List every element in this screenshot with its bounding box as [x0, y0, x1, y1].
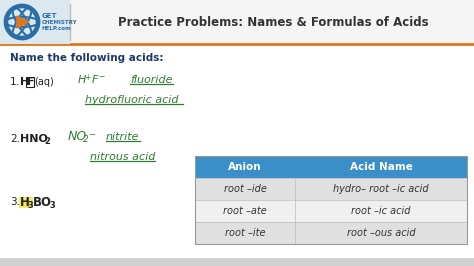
Text: H: H	[20, 196, 30, 209]
Text: HNO: HNO	[20, 134, 48, 144]
Text: F: F	[92, 75, 99, 85]
Bar	[26, 77, 34, 87]
Bar	[195, 156, 467, 178]
Text: 1.: 1.	[10, 77, 20, 87]
Text: 2: 2	[83, 135, 89, 144]
Text: hydrofluoric acid: hydrofluoric acid	[85, 95, 179, 105]
Text: nitrite: nitrite	[106, 132, 139, 142]
Bar	[19, 197, 33, 207]
Bar	[195, 178, 467, 200]
Bar	[0, 0, 474, 44]
Text: root –ic acid: root –ic acid	[351, 206, 411, 216]
Text: root –ite: root –ite	[225, 228, 265, 238]
Bar	[0, 258, 474, 266]
Text: nitrous acid: nitrous acid	[90, 152, 155, 162]
Text: root –ous acid: root –ous acid	[346, 228, 415, 238]
Text: BO: BO	[33, 196, 52, 209]
Text: 2.: 2.	[10, 134, 20, 144]
Circle shape	[9, 9, 35, 35]
Text: Practice Problems: Names & Formulas of Acids: Practice Problems: Names & Formulas of A…	[118, 15, 428, 28]
Bar	[195, 200, 467, 222]
Circle shape	[5, 5, 39, 39]
Bar	[195, 222, 467, 244]
Text: −: −	[88, 131, 95, 139]
Text: H: H	[20, 77, 29, 87]
Text: H: H	[78, 75, 86, 85]
Text: 3: 3	[27, 201, 33, 210]
Text: 3: 3	[49, 201, 55, 210]
Text: (aq): (aq)	[34, 77, 54, 87]
Bar	[0, 0, 70, 44]
Text: Anion: Anion	[228, 162, 262, 172]
Text: NO: NO	[68, 131, 87, 143]
Text: 2: 2	[44, 138, 50, 147]
Bar	[195, 156, 467, 244]
Text: root –ide: root –ide	[224, 184, 266, 194]
Text: hydro– root –ic acid: hydro– root –ic acid	[333, 184, 429, 194]
Polygon shape	[17, 16, 29, 28]
Text: fluoride: fluoride	[130, 75, 173, 85]
Bar	[0, 44, 474, 266]
Text: CHEMISTRY: CHEMISTRY	[42, 19, 78, 24]
Text: F: F	[27, 77, 35, 87]
Text: HELP.com: HELP.com	[42, 26, 72, 31]
Text: +: +	[84, 73, 91, 81]
Text: −: −	[98, 73, 104, 81]
Text: GET: GET	[42, 13, 57, 19]
Text: Name the following acids:: Name the following acids:	[10, 53, 164, 63]
Text: root –ate: root –ate	[223, 206, 267, 216]
Text: Acid Name: Acid Name	[349, 162, 412, 172]
Text: 3.: 3.	[10, 197, 20, 207]
